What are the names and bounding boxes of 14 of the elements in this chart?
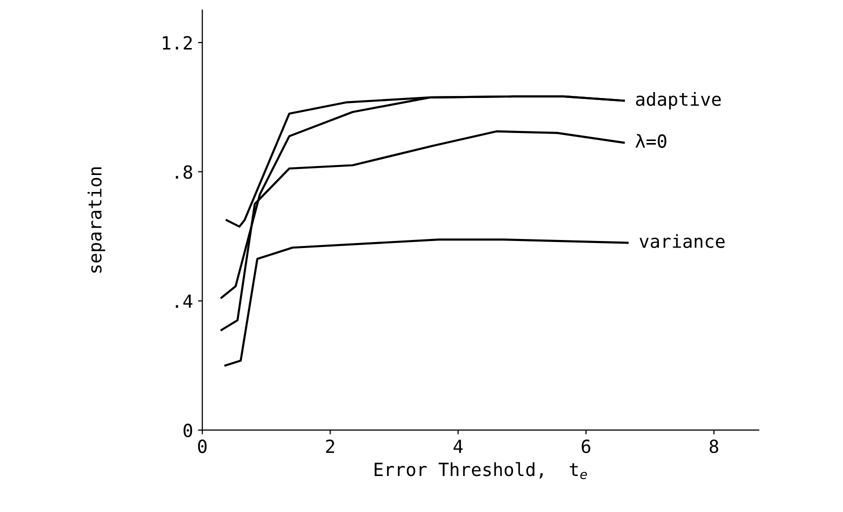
- x-axis-title: Error Threshold, t$_{e}$: [374, 462, 587, 480]
- x-tick-label: 4: [454, 440, 463, 453]
- x-tick-label: 0: [198, 440, 207, 454]
- y-tick-label: .4: [176, 294, 192, 308]
- series-label: adaptive: [636, 92, 721, 110]
- y-axis-title: separation: [88, 167, 106, 273]
- x-tick-label: 6: [582, 440, 590, 454]
- x-tick-label: 2: [326, 440, 334, 453]
- x-tick-label: 8: [710, 440, 718, 454]
- series-label: variance: [640, 234, 725, 248]
- y-tick-label: .8: [176, 165, 192, 179]
- y-tick-label: 1.2: [162, 36, 192, 50]
- y-tick-label: 0: [184, 424, 192, 438]
- series-label: λ=0: [635, 134, 666, 148]
